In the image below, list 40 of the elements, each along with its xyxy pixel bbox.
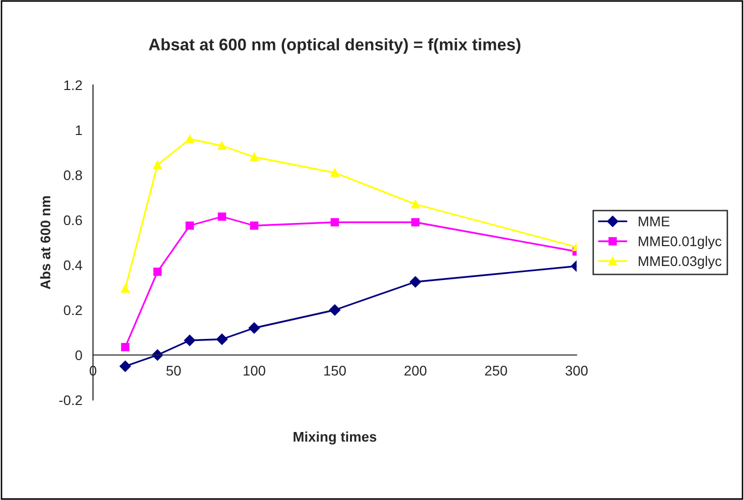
point bbox=[329, 304, 340, 316]
y-tick-label: 0.2 bbox=[64, 305, 82, 316]
point bbox=[153, 268, 162, 276]
point bbox=[186, 221, 194, 230]
chart-title: Absat at 600 nm (optical density) = f(mix times) bbox=[148, 38, 520, 54]
point bbox=[250, 152, 258, 162]
x-axis-title: Mixing times bbox=[294, 432, 376, 445]
x-tick-label: 300 bbox=[566, 366, 588, 376]
point bbox=[218, 142, 226, 150]
point bbox=[184, 334, 196, 346]
y-tick-label: 0 bbox=[75, 350, 82, 360]
point bbox=[330, 168, 339, 177]
y-tick-label: 0.6 bbox=[64, 215, 82, 226]
y-tick-label: 0.4 bbox=[64, 260, 82, 270]
y-tick-label: 1 bbox=[76, 125, 82, 136]
x-tick-label: 100 bbox=[244, 366, 266, 376]
x-tick-label: 50 bbox=[166, 366, 181, 376]
point bbox=[121, 284, 130, 293]
legend-label: MME0.03glyc bbox=[638, 256, 722, 269]
point bbox=[120, 360, 131, 372]
point bbox=[186, 134, 194, 144]
legend-label: MME bbox=[638, 216, 670, 226]
point bbox=[218, 212, 226, 221]
x-tick-label: 200 bbox=[404, 366, 426, 376]
point bbox=[411, 218, 420, 226]
y-tick-label: 0.8 bbox=[64, 170, 82, 180]
point bbox=[330, 218, 339, 226]
legend-label: MME0.01glyc bbox=[638, 236, 722, 249]
point bbox=[153, 160, 162, 170]
x-tick-label: 150 bbox=[324, 366, 346, 376]
point bbox=[411, 200, 420, 208]
point bbox=[121, 342, 130, 352]
y-tick-label: 1.2 bbox=[64, 80, 82, 90]
point bbox=[248, 322, 260, 334]
y-tick-label: -0.2 bbox=[59, 395, 82, 406]
point bbox=[216, 334, 228, 345]
point bbox=[250, 221, 258, 230]
y-axis-title: Abs at 600 nm bbox=[40, 196, 50, 290]
point bbox=[410, 276, 422, 288]
x-tick-label: 250 bbox=[485, 366, 508, 376]
